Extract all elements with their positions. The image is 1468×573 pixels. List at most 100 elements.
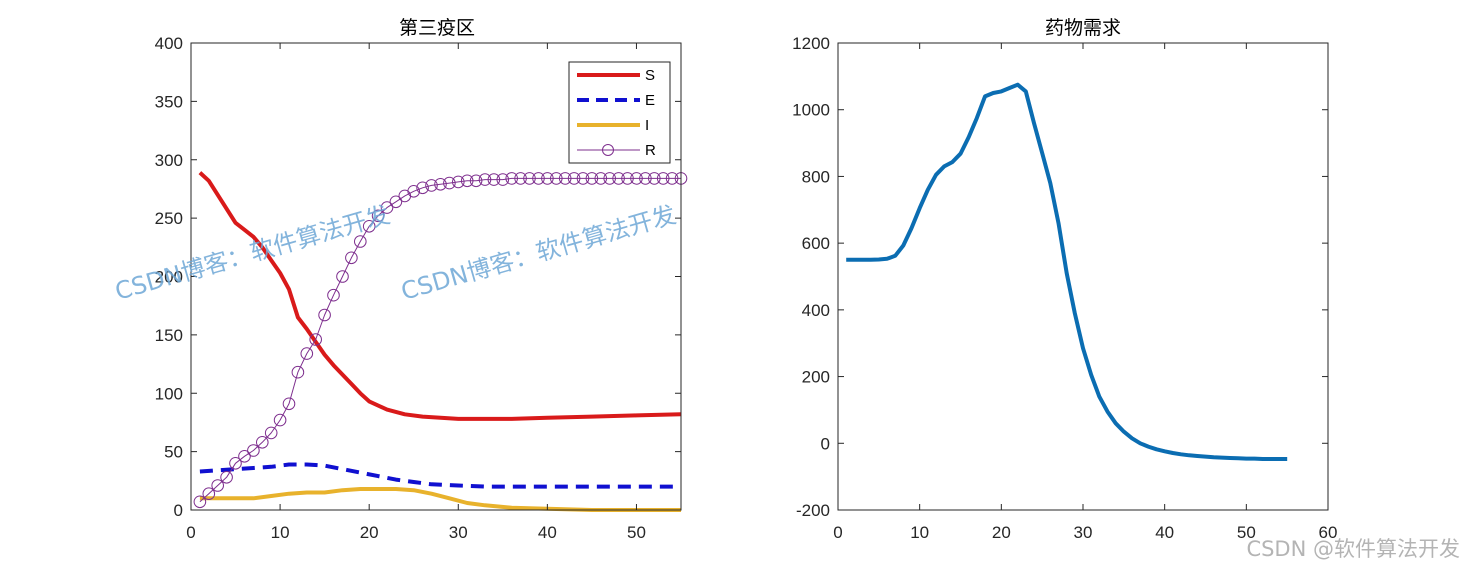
data-point-r [220,471,233,484]
x-tick-label: 30 [449,523,468,542]
data-point-r [380,201,394,214]
x-tick-label: 50 [627,523,646,542]
data-point-r [229,457,242,470]
y-tick-label: 50 [164,443,183,462]
data-point-r [594,172,608,185]
y-tick-label: 400 [802,301,830,320]
legend-label-i: I [645,117,649,134]
data-point-r [469,174,483,188]
legend-label-e: E [645,92,655,109]
series-line-s [198,171,682,421]
data-point-r [336,270,349,283]
y-tick-label: 0 [174,501,183,520]
data-point-r [452,175,465,189]
data-point-r [362,220,376,233]
data-point-r [238,450,251,463]
data-point-r [630,172,643,185]
data-point-r [371,209,385,223]
data-point-r [193,495,207,509]
data-point-r [567,172,581,185]
data-point-r [318,308,331,322]
data-point-r [416,181,429,195]
data-point-r [309,333,323,346]
x-tick-label: 20 [992,523,1011,542]
x-tick-label: 30 [1074,523,1093,542]
data-point-r [389,195,403,209]
legend-box [568,61,671,164]
data-point-r [532,172,545,185]
y-tick-label: 350 [155,92,183,111]
x-tick-label: 0 [833,523,842,542]
chart-drug-demand: 药物需求 0 10 20 30 40 50 60-200020040060080010001… [792,17,1337,542]
data-point-r [211,479,224,492]
series-line-r [199,177,681,503]
x-tick-label: 10 [271,523,290,542]
legend-label-s: S [645,67,655,84]
y-tick-label: 1000 [792,101,830,120]
data-point-r [665,172,679,185]
data-point-r [434,178,447,191]
data-point-r [514,172,527,185]
data-point-r [550,172,563,185]
chart-sir: 第三疫区 0 10 20 30 40 50 0 50 100 150 200 250 300 350 400… [155,17,688,542]
data-point-r [576,172,590,185]
x-tick-label: 20 [360,523,379,542]
x-tick-label: 40 [1155,523,1174,542]
data-point-r [282,397,296,411]
x-tick-label: 60 [1319,523,1338,542]
x-tick-label: 10 [910,523,929,542]
data-point-r [202,487,216,501]
data-point-r [256,436,269,449]
data-point-r [656,172,670,185]
y-tick-label: 0 [821,434,830,453]
y-tick-label: 600 [802,234,830,253]
credit-text: CSDN @软件算法开发 [1246,537,1460,561]
data-point-r [648,172,661,185]
data-point-r [558,172,572,185]
y-tick-label: 300 [155,151,183,170]
y-tick-label: 200 [155,268,183,287]
data-point-r [496,173,510,186]
data-point-r [354,235,367,248]
y-tick-label: 800 [802,167,830,186]
data-point-r [612,172,625,185]
legend: S E I R [568,61,671,164]
y-tick-label: 250 [155,209,183,228]
data-point-r [327,288,340,302]
data-point-r [425,179,438,192]
data-point-r [345,251,358,265]
data-point-r [487,173,501,186]
x-tick-label: 40 [538,523,557,542]
y-tick-label: 100 [155,384,183,403]
legend-label-r: R [645,142,656,159]
data-point-r [505,172,519,185]
legend-marker-r [602,144,614,156]
y-tick-label: 200 [802,368,830,387]
data-point-r [541,172,554,185]
data-point-r [247,444,260,457]
series-line-e [199,462,681,489]
chart-title: 药物需求 [1045,17,1121,39]
data-point-r [460,174,474,188]
data-point-r [639,172,652,185]
x-tick-label: 0 [186,523,195,542]
data-point-r [443,176,456,190]
watermark: CSDN博客：软件算法开发 [398,200,679,305]
data-point-r [621,172,634,185]
y-tick-label: 1200 [792,34,830,53]
data-point-r [264,426,278,440]
data-point-r [585,172,599,185]
y-tick-label: 150 [155,326,183,345]
plot-frame [837,42,1329,511]
data-point-r [478,173,492,186]
y-tick-label: -200 [796,501,830,520]
x-tick-label: 50 [1237,523,1256,542]
series-line [846,82,1288,461]
data-point-r [300,347,314,360]
data-point-r [291,365,305,379]
series-line-i [199,487,681,512]
chart-title: 第三疫区 [399,17,475,39]
y-tick-label: 400 [155,34,183,53]
data-point-r [273,413,287,427]
